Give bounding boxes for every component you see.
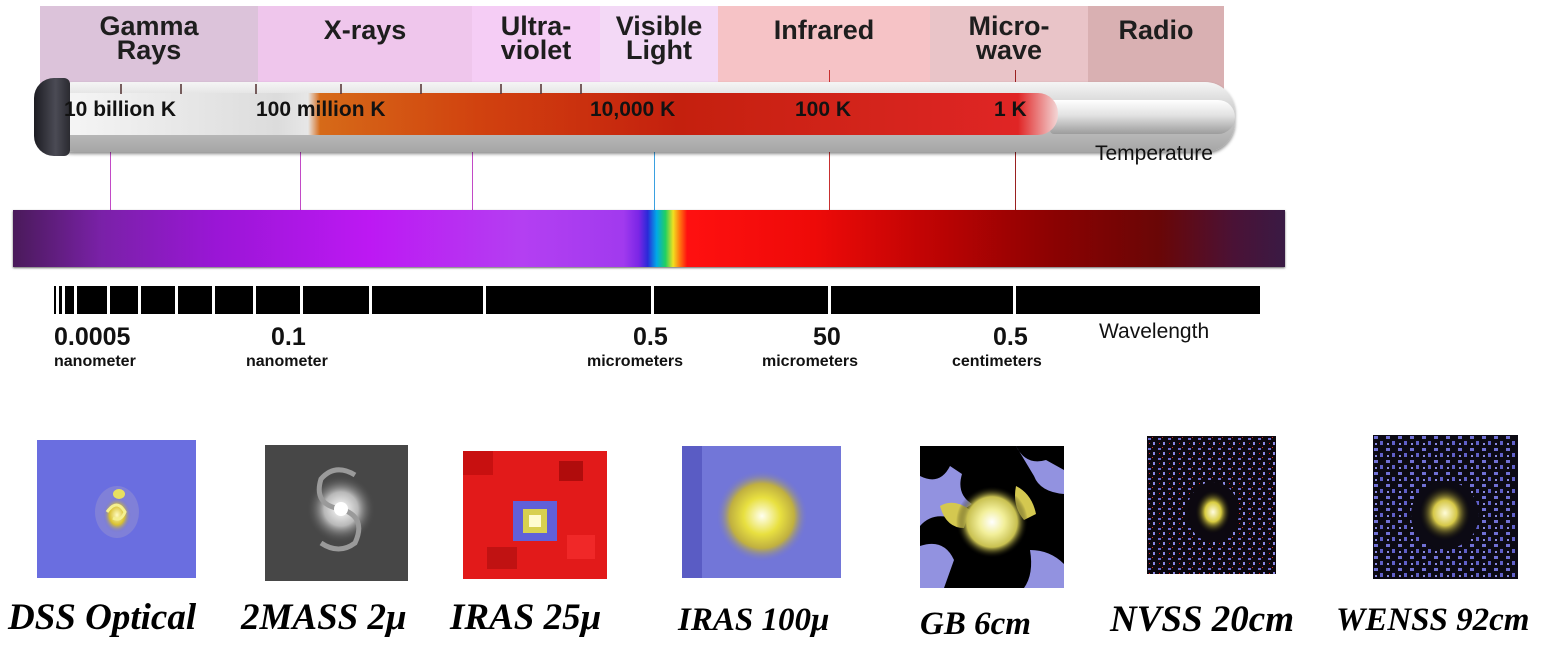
image-gb-6cm — [920, 446, 1064, 588]
panel-label: 2MASS 2μ — [241, 597, 407, 638]
thermometer-tick — [120, 84, 122, 94]
band-xray-label: X-rays — [323, 15, 407, 45]
wavelength-value: 0.5 — [993, 323, 1028, 351]
spectrum-bar — [13, 210, 1285, 267]
connector-line — [472, 135, 473, 210]
band-microwave-line1: Micro- — [968, 11, 1050, 41]
thermometer-tick — [540, 84, 542, 94]
band-uv-label: Ultra- violet — [472, 11, 600, 65]
band-radio-label: Radio — [1118, 15, 1194, 45]
ruler-segment — [215, 286, 253, 314]
image-dss-optical — [37, 440, 196, 578]
galaxy-image — [37, 440, 196, 578]
connector-line — [654, 135, 655, 210]
thermometer-tick — [255, 84, 257, 94]
image-iras-25 — [463, 451, 607, 579]
temperature-title: Temperature — [1095, 142, 1213, 165]
ruler-segment — [486, 286, 651, 314]
thermometer-cap — [34, 78, 70, 156]
ruler-segment — [372, 286, 483, 314]
wavelength-unit: nanometer — [54, 353, 136, 370]
thermometer-tick — [180, 84, 182, 94]
band-gamma-label: Gamma Rays — [40, 11, 258, 65]
ruler-segment — [303, 286, 369, 314]
temperature-label: 100 million K — [256, 98, 386, 121]
galaxy-image — [920, 446, 1064, 588]
thermometer-tick — [580, 84, 582, 94]
band-uv-line2: violet — [500, 35, 572, 65]
band-gamma-line2: Rays — [116, 35, 182, 65]
temperature-label: 10 billion K — [64, 98, 177, 121]
galaxy-image — [1373, 435, 1518, 579]
image-2mass — [265, 445, 408, 581]
wavelength-value: 0.5 — [633, 323, 668, 351]
panel-label: WENSS 92cm — [1336, 602, 1530, 638]
ruler-segment — [654, 286, 828, 314]
ruler-segment — [65, 286, 74, 314]
image-iras-100 — [682, 446, 841, 578]
wavelength-unit: micrometers — [587, 353, 684, 370]
temperature-label: 10,000 K — [590, 98, 676, 121]
temperature-label: 1 K — [994, 98, 1027, 121]
band-microwave-line2: wave — [975, 35, 1043, 65]
ruler-segment — [1016, 286, 1260, 314]
thermometer-stem — [1050, 100, 1235, 134]
connector-line — [300, 135, 301, 210]
wavelength-ruler — [54, 286, 1260, 314]
ruler-segment — [178, 286, 212, 314]
thermometer-tick — [500, 84, 502, 94]
band-microwave-label: Micro- wave — [930, 11, 1088, 65]
ruler-segment — [54, 286, 56, 314]
ruler-segment — [141, 286, 175, 314]
connector-line — [110, 135, 111, 210]
galaxy-image — [682, 446, 841, 578]
band-uv-line1: Ultra- — [500, 11, 572, 41]
ruler-segment — [110, 286, 138, 314]
wavelength-value: 50 — [813, 323, 841, 351]
thermometer-fill — [58, 93, 1058, 135]
wavelength-unit: micrometers — [762, 353, 859, 370]
panel-label: NVSS 20cm — [1110, 599, 1295, 640]
galaxy-image — [463, 451, 607, 579]
panel-label: IRAS 100μ — [678, 602, 830, 638]
ruler-segment — [831, 286, 1013, 314]
band-visible-line2: Light — [626, 35, 692, 65]
wavelength-unit: centimeters — [952, 353, 1042, 370]
band-visible-line1: Visible — [615, 11, 703, 41]
wavelength-value: 0.1 — [271, 323, 306, 351]
thermometer-tick — [420, 84, 422, 94]
wavelength-unit: nanometer — [246, 353, 328, 370]
galaxy-image — [1147, 436, 1276, 574]
panel-label: GB 6cm — [920, 606, 1031, 642]
temperature-label: 100 K — [795, 98, 852, 121]
ruler-segment — [59, 286, 62, 314]
wavelength-value: 0.0005 — [54, 323, 131, 351]
band-infrared-label: Infrared — [773, 15, 875, 45]
band-visible-label: Visible Light — [600, 11, 718, 65]
wavelength-title: Wavelength — [1099, 320, 1210, 343]
panel-label: IRAS 25μ — [450, 597, 602, 638]
band-gamma-line1: Gamma — [99, 11, 199, 41]
panel-label: DSS Optical — [8, 597, 197, 638]
image-wenss-92cm — [1373, 435, 1518, 579]
galaxy-image — [265, 445, 408, 581]
ruler-segment — [256, 286, 300, 314]
thermometer-tick — [340, 84, 342, 94]
ruler-segment — [77, 286, 107, 314]
image-nvss-20cm — [1147, 436, 1276, 574]
